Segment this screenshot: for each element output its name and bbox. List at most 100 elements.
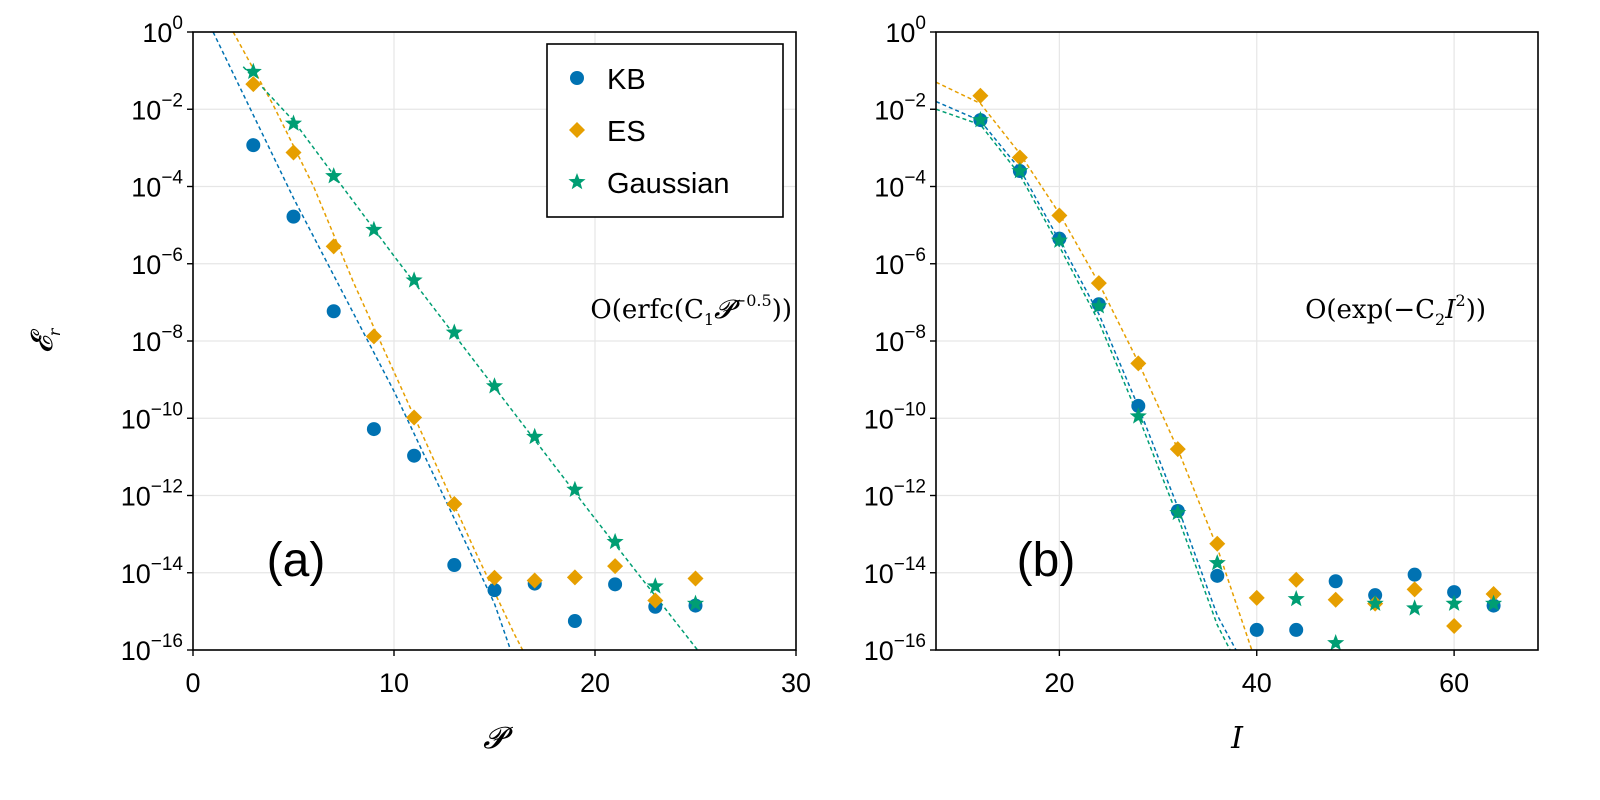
- data-point-kb: [1249, 622, 1264, 637]
- y-tick-label: 100: [142, 13, 183, 48]
- data-point-gaussian: [445, 323, 463, 340]
- y-tick-label: 10−14: [864, 554, 927, 589]
- data-point-kb: [366, 422, 381, 437]
- data-point-gaussian: [405, 271, 423, 288]
- data-point-es: [1169, 441, 1186, 458]
- data-point-kb: [1447, 585, 1462, 600]
- x-tick-label: 30: [781, 668, 811, 698]
- fit-line-es: [232, 32, 524, 650]
- fit-annotation: O(erfc(C1𝓟−0.5)): [590, 291, 792, 329]
- data-point-gaussian: [1406, 599, 1424, 616]
- data-point-kb: [1210, 568, 1225, 583]
- data-point-gaussian: [1327, 634, 1345, 651]
- data-point-gaussian: [566, 480, 584, 497]
- data-point-es: [1051, 207, 1068, 224]
- data-point-es: [245, 76, 262, 93]
- legend-marker-gaussian: [568, 173, 586, 190]
- y-axis-label: 𝓔r: [25, 327, 64, 353]
- x-tick-label: 20: [580, 668, 610, 698]
- legend-marker-kb: [570, 71, 584, 85]
- data-point-es: [446, 495, 463, 512]
- data-point-es: [1327, 591, 1344, 608]
- y-tick-label: 10−12: [121, 477, 183, 512]
- y-tick-label: 10−4: [131, 168, 183, 203]
- fit-line-kb: [936, 100, 1237, 650]
- data-point-kb: [567, 614, 582, 629]
- data-point-kb: [246, 138, 261, 153]
- data-point-gaussian: [1445, 594, 1463, 611]
- data-point-es: [1090, 275, 1107, 292]
- y-tick-label: 10−8: [874, 322, 926, 357]
- data-point-es: [1011, 149, 1028, 166]
- series-gaussian: [971, 111, 1503, 651]
- y-tick-label: 10−12: [864, 477, 926, 512]
- y-tick-label: 10−8: [131, 322, 183, 357]
- data-point-kb: [1131, 398, 1146, 413]
- data-point-gaussian: [1050, 231, 1068, 248]
- data-point-kb: [487, 583, 502, 598]
- x-tick-label: 60: [1439, 668, 1469, 698]
- fit-line-gaussian: [936, 108, 1231, 650]
- data-point-es: [566, 569, 583, 586]
- legend: KB ES Gaussian: [546, 43, 784, 218]
- data-point-gaussian: [686, 594, 705, 611]
- data-point-gaussian: [325, 167, 343, 184]
- data-point-es: [647, 592, 664, 609]
- legend-entry-kb: KB: [607, 64, 646, 96]
- fit-line-es: [936, 81, 1253, 650]
- data-point-gaussian: [1366, 594, 1384, 611]
- data-point-es: [365, 328, 382, 345]
- data-point-es: [687, 570, 704, 587]
- panel-b: 10−16 10−14 10−12 10−10 10−8 10−6 10−4 10−2 100 2…: [864, 13, 1539, 756]
- data-point-es: [1130, 355, 1147, 372]
- data-point-kb: [1407, 567, 1422, 582]
- x-tick-label: 0: [185, 668, 200, 698]
- data-point-es: [285, 144, 302, 161]
- data-point-gaussian: [1011, 162, 1029, 179]
- data-point-es: [1248, 589, 1265, 606]
- data-point-kb: [326, 304, 341, 319]
- x-tick-label: 40: [1242, 668, 1272, 698]
- data-point-es: [406, 409, 423, 426]
- data-point-gaussian: [971, 111, 989, 128]
- y-tick-label: 100: [885, 13, 926, 48]
- y-tick-label: 10−2: [874, 90, 926, 125]
- fit-annotation: O(exp(−C2I2)): [1305, 291, 1486, 329]
- fit-line-kb: [212, 32, 512, 650]
- data-point-gaussian: [1169, 503, 1187, 521]
- x-tick-label: 10: [379, 668, 409, 698]
- panel-a: 10−16 10−14 10−12 10−10 10−8 10−6 10−4 10−2 100 0…: [25, 13, 811, 756]
- data-point-gaussian: [284, 114, 303, 131]
- x-axis-label: 𝓟: [483, 721, 513, 756]
- x-axis-label: I: [1230, 721, 1244, 756]
- data-point-kb: [286, 209, 301, 224]
- series-gaussian: [244, 62, 705, 611]
- x-tick-label: 20: [1044, 668, 1074, 698]
- data-point-gaussian: [1287, 590, 1305, 607]
- data-point-es: [1209, 535, 1226, 552]
- y-tick-label: 10−6: [131, 245, 183, 280]
- y-tick-label: 10−16: [864, 631, 926, 666]
- data-point-es: [486, 569, 503, 586]
- data-point-es: [607, 558, 624, 575]
- data-point-gaussian: [1485, 594, 1503, 611]
- data-point-kb: [407, 448, 422, 463]
- data-point-gaussian: [1208, 554, 1226, 571]
- data-point-es: [1485, 585, 1502, 602]
- y-tick-label: 10−10: [864, 399, 926, 434]
- y-tick-label: 10−10: [121, 399, 183, 434]
- data-point-es: [1406, 581, 1423, 598]
- y-tick-label: 10−16: [121, 631, 183, 666]
- data-point-gaussian: [646, 577, 664, 594]
- y-tick-label: 10−14: [121, 554, 184, 589]
- data-point-gaussian: [526, 427, 544, 445]
- data-point-es: [972, 87, 989, 104]
- data-point-gaussian: [244, 62, 262, 80]
- data-point-gaussian: [1090, 297, 1108, 314]
- legend-box: [546, 43, 784, 218]
- fit-line-gaussian: [242, 66, 699, 650]
- legend-marker-es: [569, 122, 585, 138]
- data-point-gaussian: [365, 220, 383, 238]
- series-es: [245, 76, 704, 609]
